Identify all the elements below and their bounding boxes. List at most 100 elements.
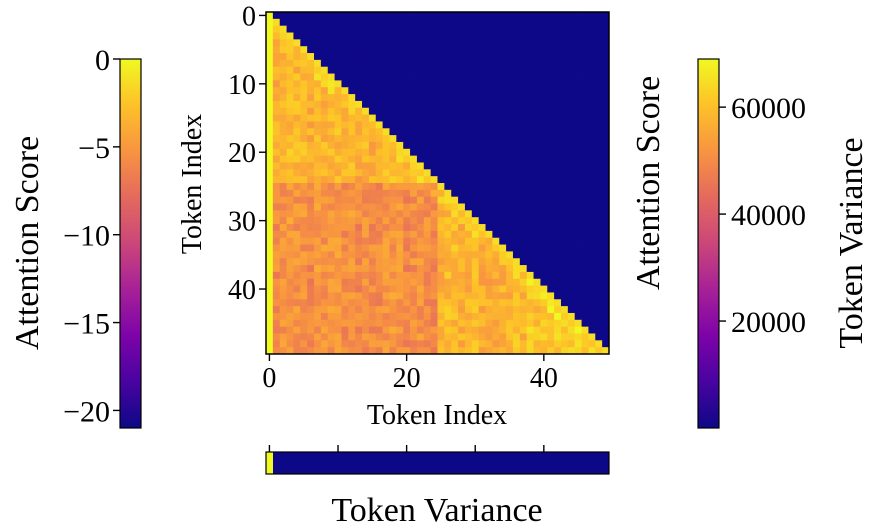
heatmap-cell bbox=[320, 25, 329, 33]
heatmap-cell bbox=[588, 210, 596, 218]
heatmap-cell bbox=[307, 210, 315, 218]
heatmap-cell bbox=[403, 271, 411, 280]
heatmap-cell bbox=[602, 59, 610, 68]
heatmap-cell bbox=[375, 39, 384, 47]
heatmap-cell bbox=[286, 340, 294, 348]
heatmap-cell bbox=[314, 306, 322, 314]
heatmap-cell bbox=[526, 183, 534, 191]
heatmap-cell bbox=[506, 271, 514, 280]
heatmap-cell bbox=[512, 80, 521, 88]
heatmap-cell bbox=[396, 285, 404, 293]
heatmap-cell bbox=[533, 258, 541, 266]
heatmap-cell bbox=[602, 155, 610, 163]
heatmap-cell bbox=[451, 121, 459, 129]
heatmap-cell bbox=[403, 114, 411, 122]
heatmap-cell bbox=[471, 203, 480, 211]
heatmap-cell bbox=[567, 340, 576, 348]
heatmap-cell bbox=[416, 326, 425, 334]
heatmap-cell bbox=[368, 244, 377, 252]
heatmap-cell bbox=[560, 258, 569, 266]
heatmap-cell bbox=[266, 32, 274, 40]
heatmap-cell bbox=[574, 278, 582, 286]
heatmap-cell bbox=[368, 271, 377, 280]
heatmap-cell bbox=[458, 87, 466, 95]
heatmap-cell bbox=[478, 183, 486, 191]
heatmap-cell bbox=[368, 347, 377, 355]
heatmap-cell bbox=[293, 299, 301, 307]
heatmap-cell bbox=[492, 299, 500, 307]
heatmap-cell bbox=[492, 347, 500, 355]
heatmap-cell bbox=[341, 100, 349, 109]
heatmap-cell bbox=[396, 162, 404, 170]
heatmap-cell bbox=[416, 121, 425, 129]
heatmap-cell bbox=[574, 258, 582, 266]
heatmap-cell bbox=[588, 39, 596, 47]
heatmap-cell bbox=[471, 121, 480, 129]
heatmap-cell bbox=[396, 189, 404, 198]
heatmap-cell bbox=[327, 107, 335, 115]
heatmap-cell bbox=[410, 285, 418, 293]
variance-strip-token0 bbox=[266, 452, 273, 474]
heatmap-cell bbox=[581, 114, 589, 122]
heatmap-cell bbox=[355, 292, 363, 300]
heatmap-cell bbox=[567, 94, 576, 102]
heatmap-cell bbox=[375, 183, 384, 191]
heatmap-cell bbox=[464, 210, 473, 218]
heatmap-cell bbox=[533, 114, 541, 122]
heatmap-cell bbox=[293, 237, 301, 245]
heatmap-cell bbox=[368, 251, 377, 259]
heatmap-cell bbox=[382, 183, 390, 191]
heatmap-cell bbox=[423, 80, 432, 88]
heatmap-cell bbox=[437, 32, 445, 40]
heatmap-cell bbox=[430, 217, 438, 225]
heatmap-cell bbox=[286, 128, 294, 136]
heatmap-cell bbox=[348, 59, 356, 68]
heatmap-cell bbox=[554, 292, 562, 300]
heatmap-cell bbox=[348, 66, 356, 74]
heatmap-cell bbox=[382, 224, 390, 232]
heatmap-cell bbox=[293, 128, 301, 136]
heatmap-cell bbox=[286, 107, 294, 115]
heatmap-cell bbox=[272, 66, 281, 74]
heatmap-cell bbox=[581, 121, 589, 129]
heatmap-cell bbox=[266, 141, 274, 150]
heatmap-cell bbox=[430, 80, 438, 88]
heatmap-cell bbox=[526, 169, 534, 177]
heatmap-cell bbox=[423, 292, 432, 300]
heatmap-cell bbox=[574, 237, 582, 245]
heatmap-cell bbox=[588, 299, 596, 307]
heatmap-cell bbox=[362, 196, 370, 204]
heatmap-cell bbox=[348, 244, 356, 252]
heatmap-cell bbox=[320, 312, 329, 321]
heatmap-cell bbox=[410, 155, 418, 163]
heatmap-cell bbox=[588, 59, 596, 68]
heatmap-cell bbox=[499, 319, 507, 328]
heatmap-cell bbox=[300, 114, 308, 122]
heatmap-cell bbox=[492, 230, 500, 239]
heatmap-cell bbox=[410, 18, 418, 27]
heatmap-cell bbox=[574, 135, 582, 143]
heatmap-cell bbox=[327, 148, 335, 157]
heatmap-cell bbox=[416, 265, 425, 273]
heatmap-cell bbox=[341, 224, 349, 232]
heatmap-cell bbox=[279, 128, 287, 136]
heatmap-cell bbox=[581, 230, 589, 239]
heatmap-cell bbox=[602, 258, 610, 266]
heatmap-cell bbox=[567, 196, 576, 204]
heatmap-cell bbox=[272, 224, 281, 232]
heatmap-cell bbox=[403, 32, 411, 40]
heatmap-cell bbox=[286, 347, 294, 355]
heatmap-cell bbox=[471, 224, 480, 232]
heatmap-cell bbox=[540, 59, 548, 68]
heatmap-cell bbox=[512, 141, 521, 150]
heatmap-cell bbox=[272, 176, 281, 184]
heatmap-cell bbox=[506, 176, 514, 184]
heatmap-cell bbox=[526, 25, 534, 33]
heatmap-cell bbox=[423, 285, 432, 293]
heatmap-cell bbox=[423, 196, 432, 204]
heatmap-cell bbox=[554, 299, 562, 307]
heatmap-cell bbox=[266, 244, 274, 252]
heatmap-cell bbox=[478, 94, 486, 102]
heatmap-cell bbox=[389, 135, 397, 143]
heatmap-cell bbox=[293, 12, 301, 20]
